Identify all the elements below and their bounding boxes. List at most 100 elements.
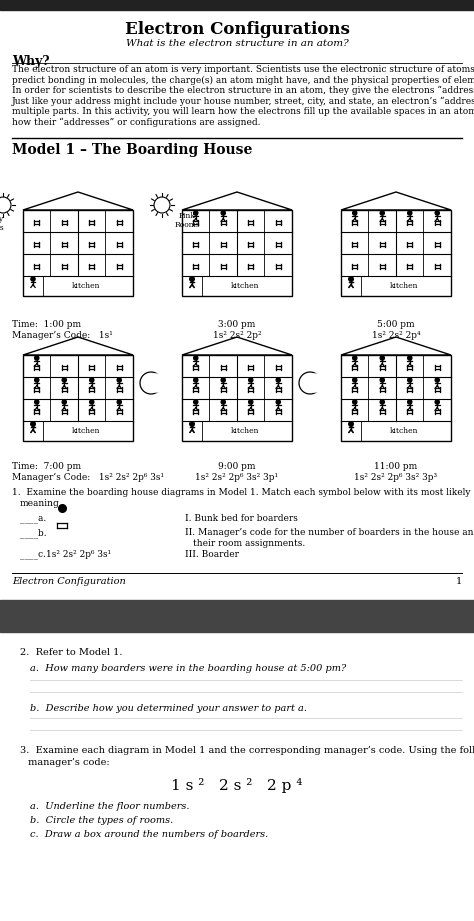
Text: 1s² 2s² 2p⁶ 3s² 3p³: 1s² 2s² 2p⁶ 3s² 3p³ (355, 473, 438, 482)
Text: meaning.: meaning. (20, 499, 63, 508)
Circle shape (221, 400, 225, 404)
Circle shape (117, 378, 121, 382)
Circle shape (380, 356, 384, 360)
Circle shape (380, 211, 384, 216)
Circle shape (190, 277, 194, 281)
Text: Time:  7:00 pm: Time: 7:00 pm (12, 462, 81, 471)
Circle shape (154, 197, 170, 213)
Text: 1s² 2s² 2p⁴: 1s² 2s² 2p⁴ (372, 331, 420, 340)
Text: 1: 1 (456, 577, 462, 586)
Text: Time:  1:00 pm: Time: 1:00 pm (12, 320, 81, 329)
Circle shape (353, 378, 357, 382)
Text: ____b.: ____b. (20, 528, 46, 538)
Text: their room assignments.: their room assignments. (193, 539, 305, 548)
Text: 1s² 2s² 2p²: 1s² 2s² 2p² (213, 331, 261, 340)
Circle shape (353, 211, 357, 216)
Text: Model 1 – The Boarding House: Model 1 – The Boarding House (12, 143, 252, 157)
Text: how their “addresses” or configurations are assigned.: how their “addresses” or configurations … (12, 118, 261, 127)
Text: 1s² 2s² 2p⁶ 3s² 3p¹: 1s² 2s² 2p⁶ 3s² 3p¹ (195, 473, 279, 482)
Text: c.  Draw a box around the numbers of boarders.: c. Draw a box around the numbers of boar… (30, 830, 268, 839)
Text: Manager’s Code:   1s² 2s² 2p⁶ 3s¹: Manager’s Code: 1s² 2s² 2p⁶ 3s¹ (12, 473, 164, 482)
Circle shape (194, 378, 198, 382)
Text: 1.  Examine the boarding house diagrams in Model 1. Match each symbol below with: 1. Examine the boarding house diagrams i… (12, 488, 471, 497)
Bar (341, 210, 451, 296)
Circle shape (35, 400, 39, 404)
Circle shape (408, 356, 412, 360)
Circle shape (408, 378, 412, 382)
Text: b.  Describe how you determined your answer to part a.: b. Describe how you determined your answ… (30, 704, 307, 713)
Text: kitchen: kitchen (231, 282, 259, 290)
Text: kitchen: kitchen (231, 427, 259, 435)
Circle shape (35, 378, 39, 382)
Circle shape (408, 400, 412, 404)
Circle shape (194, 211, 198, 216)
Circle shape (276, 400, 280, 404)
Text: predict bonding in molecules, the charge(s) an atom might have, and the physical: predict bonding in molecules, the charge… (12, 76, 474, 85)
Circle shape (190, 422, 194, 426)
Circle shape (0, 197, 11, 213)
Bar (0, 600, 474, 632)
Circle shape (90, 378, 94, 382)
Bar (23, 355, 133, 441)
Bar (182, 355, 292, 441)
Circle shape (62, 378, 66, 382)
Text: 3:00 pm: 3:00 pm (219, 320, 255, 329)
Text: a.  Underline the floor numbers.: a. Underline the floor numbers. (30, 802, 190, 811)
Text: What is the electron structure in an atom?: What is the electron structure in an ato… (126, 40, 348, 49)
Text: Just like your address might include your house number, street, city, and state,: Just like your address might include you… (12, 97, 474, 106)
Circle shape (249, 400, 253, 404)
Polygon shape (299, 372, 320, 394)
Circle shape (353, 400, 357, 404)
Bar (341, 355, 451, 441)
Bar (23, 210, 133, 296)
Text: 9:00 pm: 9:00 pm (218, 462, 256, 471)
Text: kitchen: kitchen (72, 282, 100, 290)
Text: ____c.: ____c. (20, 550, 46, 559)
Text: Electron Configuration: Electron Configuration (12, 577, 126, 586)
Text: manager’s code:: manager’s code: (28, 758, 109, 767)
Circle shape (349, 422, 353, 426)
Text: The electron structure of an atom is very important. Scientists use the electron: The electron structure of an atom is ver… (12, 65, 474, 74)
Circle shape (221, 211, 225, 216)
Circle shape (190, 422, 194, 426)
Text: Manager’s Code:   1s¹: Manager’s Code: 1s¹ (12, 331, 113, 340)
Circle shape (31, 422, 35, 426)
Circle shape (435, 378, 439, 382)
Text: Pink
Rooms: Pink Rooms (174, 212, 200, 229)
Circle shape (194, 400, 198, 404)
Circle shape (349, 277, 353, 281)
Text: In order for scientists to describe the electron structure in an atom, they give: In order for scientists to describe the … (12, 86, 474, 96)
Polygon shape (147, 374, 165, 392)
Text: b.  Circle the types of rooms.: b. Circle the types of rooms. (30, 816, 173, 825)
Text: Why?: Why? (12, 55, 49, 68)
Circle shape (249, 378, 253, 382)
Bar (182, 210, 292, 296)
Text: kitchen: kitchen (390, 427, 418, 435)
Polygon shape (306, 374, 324, 392)
Polygon shape (140, 372, 161, 394)
Text: III. Boarder: III. Boarder (185, 550, 239, 559)
Text: 5:00 pm: 5:00 pm (377, 320, 415, 329)
Text: kitchen: kitchen (72, 427, 100, 435)
Circle shape (221, 378, 225, 382)
Text: Electron Configurations: Electron Configurations (125, 21, 349, 39)
Text: 1s² 2s² 2p⁶ 3s¹: 1s² 2s² 2p⁶ 3s¹ (46, 550, 111, 559)
Circle shape (90, 400, 94, 404)
Circle shape (435, 400, 439, 404)
Circle shape (194, 356, 198, 360)
Text: a.  How many boarders were in the boarding house at 5:00 pm?: a. How many boarders were in the boardin… (30, 664, 346, 673)
Circle shape (349, 422, 353, 426)
Text: multiple parts. In this activity, you will learn how the electrons fill up the a: multiple parts. In this activity, you wi… (12, 107, 474, 116)
Text: Sunny
Rooms: Sunny Rooms (0, 215, 4, 232)
Circle shape (435, 211, 439, 216)
Text: 11:00 pm: 11:00 pm (374, 462, 418, 471)
Circle shape (349, 277, 353, 281)
Text: I. Bunk bed for boarders: I. Bunk bed for boarders (185, 514, 298, 523)
Text: 2.  Refer to Model 1.: 2. Refer to Model 1. (20, 648, 122, 657)
Text: kitchen: kitchen (390, 282, 418, 290)
Text: 1 s ²   2 s ²   2 p ⁴: 1 s ² 2 s ² 2 p ⁴ (171, 778, 303, 793)
Circle shape (380, 378, 384, 382)
Circle shape (62, 400, 66, 404)
Circle shape (380, 400, 384, 404)
Circle shape (408, 211, 412, 216)
